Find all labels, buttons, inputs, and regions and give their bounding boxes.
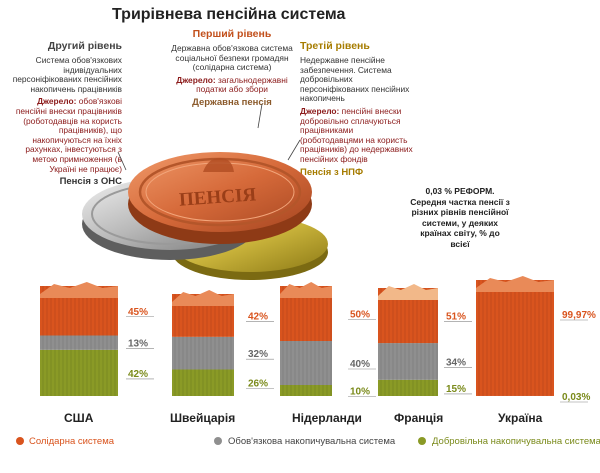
percent-label: 32% [248,349,268,360]
percent-label: 51% [446,312,466,323]
bar-top-cap [172,290,234,306]
third-level-pension: Пенсія з НПФ [300,166,364,178]
bar-top-cap [476,276,554,292]
percent-label: 10% [350,387,370,398]
legend-solidarity-label: Солідарна система [29,436,115,447]
country-bar [280,282,332,396]
percent-label: 40% [350,359,370,370]
legend-voluntary-swatch [418,437,426,445]
first-level-pension: Державна пенсія [192,96,272,108]
second-level-column: Другий рівень Система обов'язкових індив… [4,40,122,187]
percent-label: 34% [446,357,466,368]
percent-label: 99,97% [562,310,596,321]
bar-segment [40,349,118,396]
percent-label: 50% [350,310,370,321]
legend-mandatory-label: Обов'язкова накопичувальна система [228,436,396,447]
percent-label: 42% [128,369,148,380]
bar-segment [172,369,234,396]
country-bar [476,276,554,396]
country-label: Франція [394,411,443,425]
second-level-description: Система обов'язкових індивідуальних перс… [12,55,122,94]
second-level-heading: Другий рівень [47,40,122,52]
third-level-source: Джерело: пенсійні внески добровільно спл… [300,105,413,164]
chart-note: 0,03 % РЕФОРМ. Середня частка пенсії з р… [410,186,510,249]
chart-legend: Солідарна система Обов'язкова накопичува… [0,432,600,452]
bar-segment [378,343,438,380]
bar-segment [280,385,332,396]
bar-top-cap [40,282,118,298]
bar-segment [172,336,234,370]
percent-label: 13% [128,339,148,350]
country-label: Швейцарія [170,411,235,425]
bar-segment [378,379,438,396]
second-level-source: Джерело: обов'язкові пенсійні внески пра… [15,96,122,174]
percent-label: 0,03% [562,392,590,403]
first-level-description: Державна обов'язкова система соціальної … [171,43,293,73]
country-bar [40,282,118,396]
percent-label: 26% [248,379,268,390]
first-level-column: Перший рівень Державна обов'язкова систе… [168,28,296,108]
bar-segment [40,335,118,350]
bar-top-cap [280,282,332,298]
third-level-column: Третій рівень Недержавне пенсійне забезп… [300,40,416,177]
country-label: Україна [498,411,543,425]
legend-mandatory-swatch [214,437,222,445]
third-level-heading: Третій рівень [300,40,370,52]
bar-segment [280,341,332,385]
country-bar [172,290,234,396]
country-bar [378,284,438,396]
percent-label: 42% [248,311,268,322]
third-level-description: Недержавне пенсійне забезпечення. Систем… [300,55,410,104]
legend-solidarity-swatch [16,437,24,445]
first-level-source: Джерело: загальнодержавні податки або зб… [176,74,288,95]
page-title: Трирівнева пенсійна система [112,6,346,23]
first-level-heading: Перший рівень [192,28,272,40]
bar-segment [476,280,554,396]
country-label: США [64,411,94,425]
legend-voluntary-label: Добровільна накопичувальна система [432,436,600,447]
percent-label: 15% [446,384,466,395]
bar-top-cap [378,284,438,300]
percent-label: 45% [128,307,148,318]
country-label: Нідерланди [292,411,362,425]
